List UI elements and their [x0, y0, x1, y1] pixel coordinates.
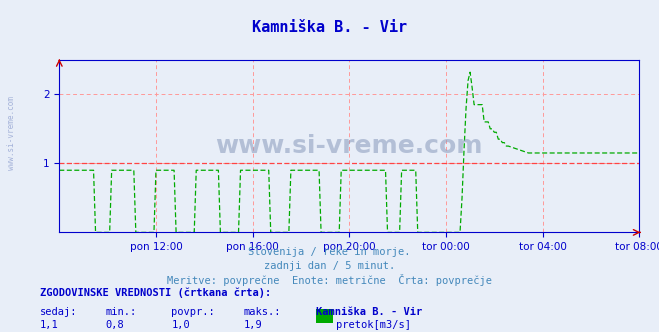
Text: 1,0: 1,0 [171, 320, 190, 330]
Text: povpr.:: povpr.: [171, 307, 215, 317]
Text: Kamniška B. - Vir: Kamniška B. - Vir [316, 307, 422, 317]
Text: Meritve: povprečne  Enote: metrične  Črta: povprečje: Meritve: povprečne Enote: metrične Črta:… [167, 274, 492, 286]
Text: 1,9: 1,9 [244, 320, 262, 330]
Text: ZGODOVINSKE VREDNOSTI (črtkana črta):: ZGODOVINSKE VREDNOSTI (črtkana črta): [40, 287, 271, 298]
Text: Slovenija / reke in morje.: Slovenija / reke in morje. [248, 247, 411, 257]
Text: www.si-vreme.com: www.si-vreme.com [215, 134, 483, 158]
Text: maks.:: maks.: [244, 307, 281, 317]
Text: 0,8: 0,8 [105, 320, 124, 330]
Text: pretok[m3/s]: pretok[m3/s] [336, 320, 411, 330]
Text: Kamniška B. - Vir: Kamniška B. - Vir [252, 20, 407, 35]
Text: min.:: min.: [105, 307, 136, 317]
Text: www.si-vreme.com: www.si-vreme.com [7, 96, 16, 170]
Text: zadnji dan / 5 minut.: zadnji dan / 5 minut. [264, 261, 395, 271]
Text: sedaj:: sedaj: [40, 307, 77, 317]
Text: 1,1: 1,1 [40, 320, 58, 330]
